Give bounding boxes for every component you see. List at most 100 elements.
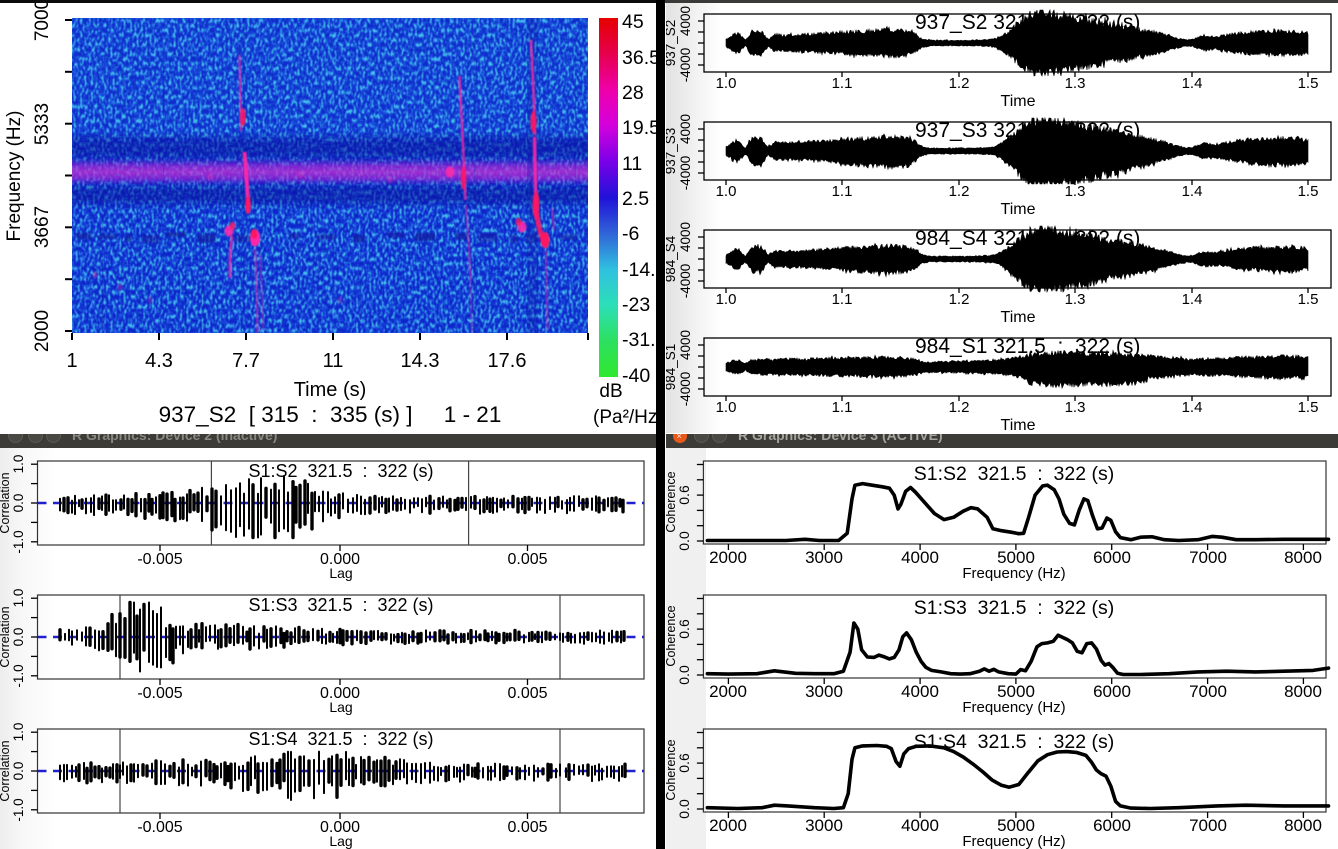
svg-text:(Pa²/Hz): (Pa²/Hz) [593,407,658,428]
svg-text:Time: Time [1001,93,1036,110]
svg-text:1.4: 1.4 [1182,75,1203,92]
svg-text:Frequency (Hz): Frequency (Hz) [962,565,1065,582]
svg-text:Coherence: Coherence [666,471,678,532]
svg-text:4000: 4000 [678,330,693,360]
svg-text:3000: 3000 [805,682,843,701]
svg-text:-31.5: -31.5 [622,329,658,351]
svg-text:6000: 6000 [1093,682,1131,701]
svg-text:1.0: 1.0 [716,399,737,416]
svg-text:0.000: 0.000 [320,819,360,836]
svg-text:S1:S3 321.5 : 322 (s): S1:S3 321.5 : 322 (s) [248,595,433,615]
svg-text:7000: 7000 [1189,816,1227,835]
svg-text:0.0: 0.0 [11,762,26,781]
svg-text:Correlation: Correlation [0,472,12,533]
svg-text:937_S2 [ 315 : 335 (s) ]: 937_S2 [ 315 : 335 (s) ] 1 - 21 [159,402,502,427]
svg-text:4000: 4000 [678,222,693,252]
svg-text:2000: 2000 [709,816,747,835]
svg-text:1: 1 [66,350,77,372]
svg-text:0.0: 0.0 [676,799,692,819]
svg-text:1.2: 1.2 [949,399,970,416]
svg-text:Time: Time [1001,417,1036,433]
svg-text:11: 11 [622,153,642,175]
svg-text:0.0: 0.0 [676,531,692,551]
svg-text:984_S4: 984_S4 [666,235,678,282]
svg-text:Time (s): Time (s) [294,379,367,401]
svg-text:8000: 8000 [1284,682,1322,701]
svg-text:1.3: 1.3 [1065,399,1086,416]
svg-text:1.3: 1.3 [1065,291,1086,308]
svg-text:-4000: -4000 [678,264,693,299]
svg-text:984_S1: 984_S1 [666,344,678,391]
svg-text:1.2: 1.2 [949,183,970,200]
svg-text:Lag: Lag [329,565,352,581]
svg-text:4000: 4000 [678,114,693,144]
svg-text:0.0: 0.0 [676,665,692,685]
svg-text:1.0: 1.0 [11,455,26,474]
svg-text:dB: dB [599,381,622,402]
svg-text:-4000: -4000 [678,48,693,83]
svg-text:4000: 4000 [901,682,939,701]
svg-text:Frequency (Hz): Frequency (Hz) [4,111,25,242]
svg-text:-6: -6 [622,223,639,245]
svg-text:3667: 3667 [32,206,53,248]
svg-text:Time: Time [1001,201,1036,218]
svg-text:-1.0: -1.0 [11,664,26,687]
svg-text:1.1: 1.1 [832,399,853,416]
svg-text:0.6: 0.6 [676,753,692,773]
svg-text:5000: 5000 [997,816,1035,835]
svg-text:Coherence: Coherence [666,739,678,800]
svg-text:0.000: 0.000 [320,685,360,702]
svg-text:3000: 3000 [805,816,843,835]
svg-text:S1:S2 321.5 : 322 (s): S1:S2 321.5 : 322 (s) [914,463,1115,485]
svg-text:28: 28 [622,82,644,104]
svg-text:-0.005: -0.005 [137,819,182,836]
svg-text:7000: 7000 [32,0,53,41]
svg-text:1.1: 1.1 [832,291,853,308]
svg-text:4000: 4000 [901,548,939,567]
svg-text:5333: 5333 [32,103,53,145]
svg-text:1.1: 1.1 [832,183,853,200]
svg-text:1.5: 1.5 [1298,291,1319,308]
svg-text:4000: 4000 [678,6,693,36]
svg-text:2000: 2000 [32,310,53,352]
svg-text:-23: -23 [622,294,650,316]
svg-text:-1.0: -1.0 [11,798,26,821]
svg-text:36.5: 36.5 [622,47,658,69]
svg-text:8000: 8000 [1284,548,1322,567]
svg-text:1.4: 1.4 [1182,291,1203,308]
svg-text:1.0: 1.0 [11,723,26,742]
svg-text:Lag: Lag [329,833,352,849]
svg-text:-1.0: -1.0 [11,530,26,553]
svg-text:1.0: 1.0 [716,183,737,200]
svg-text:7.7: 7.7 [232,350,260,372]
svg-text:-14.5: -14.5 [622,259,658,281]
svg-text:3000: 3000 [805,548,843,567]
svg-text:Correlation: Correlation [0,606,12,667]
svg-text:14.3: 14.3 [401,350,440,372]
svg-text:Time: Time [1001,309,1036,326]
svg-text:Correlation: Correlation [0,740,12,801]
svg-text:937_S3: 937_S3 [666,128,678,175]
svg-text:1.4: 1.4 [1182,399,1203,416]
svg-text:11: 11 [323,350,344,372]
svg-text:Coherence: Coherence [666,605,678,666]
svg-text:-0.005: -0.005 [137,685,182,702]
svg-text:0.0: 0.0 [11,628,26,647]
svg-text:5000: 5000 [997,548,1035,567]
svg-text:Frequency (Hz): Frequency (Hz) [962,699,1065,716]
svg-text:-0.005: -0.005 [137,551,182,568]
svg-text:19.5: 19.5 [622,117,658,139]
svg-text:S1:S3 321.5 : 322 (s): S1:S3 321.5 : 322 (s) [914,597,1115,619]
svg-text:-4000: -4000 [678,372,693,407]
svg-text:1.1: 1.1 [832,75,853,92]
svg-text:1.5: 1.5 [1298,399,1319,416]
svg-text:6000: 6000 [1093,548,1131,567]
svg-text:-40: -40 [622,365,650,387]
svg-text:0.000: 0.000 [320,551,360,568]
svg-text:45: 45 [622,11,644,33]
svg-text:6000: 6000 [1093,816,1131,835]
svg-text:7000: 7000 [1189,682,1227,701]
svg-text:1.3: 1.3 [1065,75,1086,92]
svg-text:1.5: 1.5 [1298,75,1319,92]
svg-text:937_S2: 937_S2 [666,20,678,67]
